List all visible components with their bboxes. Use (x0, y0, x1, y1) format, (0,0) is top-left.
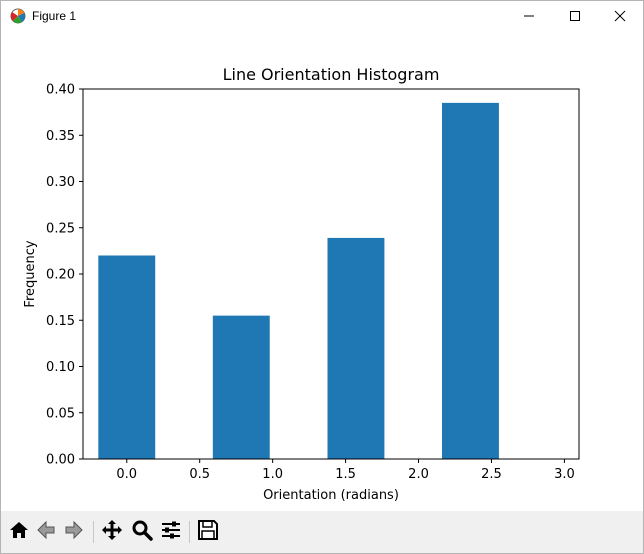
minimize-button[interactable] (506, 1, 552, 31)
minimize-icon (523, 7, 535, 26)
y-tick-label: 0.30 (46, 175, 75, 190)
forward-arrow-icon (63, 519, 85, 545)
close-button[interactable] (597, 1, 643, 31)
x-tick-label: 0.0 (116, 467, 137, 482)
configure-subplots-button[interactable] (159, 520, 183, 544)
y-axis: 0.00 0.05 0.10 0.15 0.20 0.25 0.30 0.35 0.40 (46, 83, 83, 468)
home-icon (8, 519, 30, 545)
y-tick-label: 0.40 (46, 83, 75, 98)
y-tick-label: 0.05 (46, 406, 75, 421)
title-bar[interactable]: Figure 1 (1, 1, 643, 31)
save-floppy-icon (197, 519, 219, 545)
toolbar-separator (93, 521, 94, 543)
y-tick-label: 0.20 (46, 268, 75, 283)
bar-series (98, 102, 499, 459)
window-title: Figure 1 (32, 9, 77, 23)
histogram-bar (212, 315, 270, 459)
y-tick-label: 0.10 (46, 360, 75, 375)
home-button[interactable] (7, 520, 31, 544)
y-tick-label: 0.15 (46, 314, 75, 329)
toolbar-separator (189, 521, 190, 543)
y-axis-label: Frequency (23, 240, 38, 307)
x-tick-label: 0.5 (189, 467, 210, 482)
histogram-bar (442, 102, 499, 459)
x-axis: 0.0 0.5 1.0 1.5 2.0 2.5 3.0 (116, 459, 575, 482)
histogram-bar (327, 237, 385, 459)
x-tick-label: 2.0 (408, 467, 429, 482)
x-tick-label: 1.5 (335, 467, 356, 482)
zoom-button[interactable] (130, 520, 154, 544)
forward-button[interactable] (62, 520, 86, 544)
matplotlib-figure-icon (9, 7, 27, 25)
chart: Line Orientation Histogram 0.0 0.5 1.0 1.5 2… (23, 65, 580, 503)
pan-button[interactable] (100, 520, 124, 544)
close-icon (614, 7, 626, 26)
back-button[interactable] (34, 520, 58, 544)
maximize-icon (569, 7, 581, 26)
figure-canvas[interactable]: Line Orientation Histogram 0.0 0.5 1.0 1.5 2… (1, 31, 643, 511)
chart-title: Line Orientation Histogram (223, 65, 440, 84)
pan-move-icon (101, 519, 123, 545)
save-button[interactable] (196, 520, 220, 544)
y-tick-label: 0.25 (46, 221, 75, 236)
x-tick-label: 1.0 (262, 467, 283, 482)
back-arrow-icon (35, 519, 57, 545)
x-tick-label: 3.0 (554, 467, 575, 482)
navigation-toolbar (1, 511, 643, 553)
x-tick-label: 2.5 (481, 467, 502, 482)
maximize-button[interactable] (552, 1, 598, 31)
y-tick-label: 0.35 (46, 129, 75, 144)
histogram-bar (98, 255, 156, 459)
y-tick-label: 0.00 (46, 453, 75, 468)
zoom-magnifier-icon (131, 519, 153, 545)
configure-subplots-icon (160, 519, 182, 545)
x-axis-label: Orientation (radians) (263, 488, 399, 503)
